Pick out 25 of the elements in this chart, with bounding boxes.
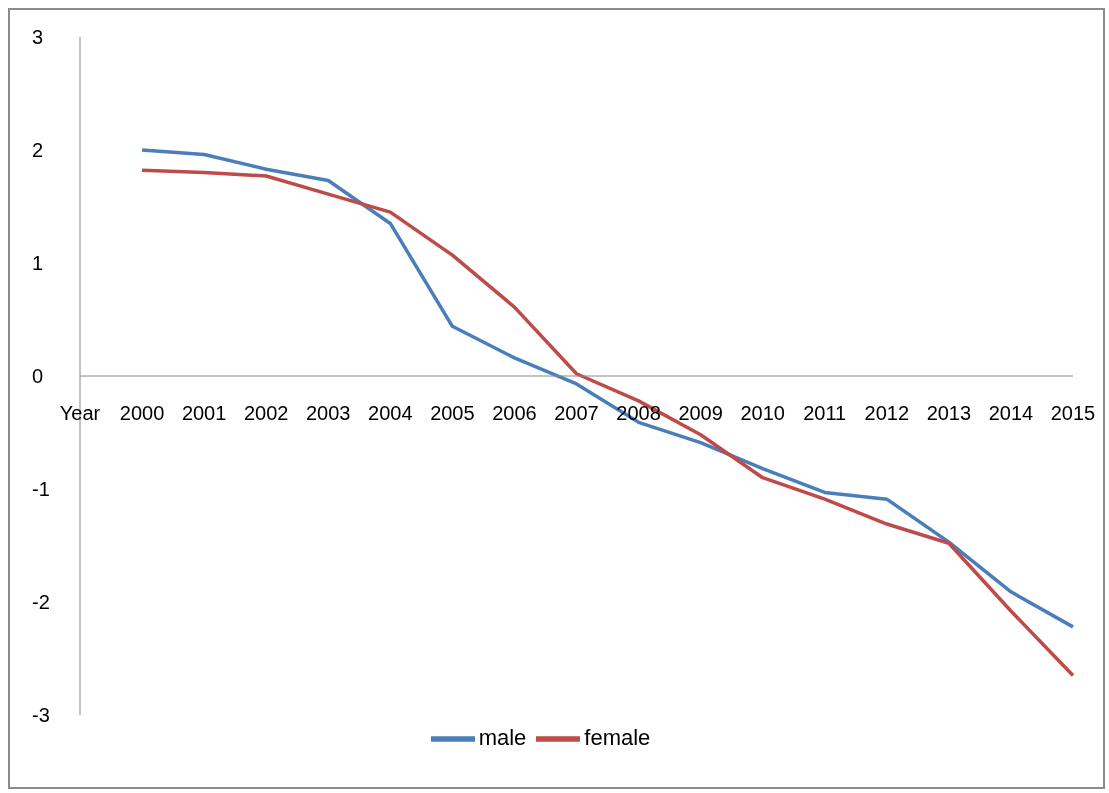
x-tick-label: Year	[59, 402, 101, 424]
x-tick-label: 2012	[864, 402, 910, 424]
x-tick-label: 2005	[430, 402, 475, 424]
y-tick-label: -3	[32, 704, 50, 727]
x-tick-label: 2000	[119, 402, 165, 424]
x-tick-label: 2007	[554, 402, 599, 424]
x-tick-label: 2002	[243, 402, 289, 424]
legend-label: male	[478, 724, 527, 750]
y-tick-label: 3	[32, 26, 44, 49]
x-tick-label: 2004	[368, 402, 413, 424]
legend-label: female	[584, 724, 651, 750]
y-tick-label: 1	[32, 252, 44, 275]
x-tick-label: 2006	[492, 402, 537, 424]
x-tick-label: 2014	[988, 402, 1034, 424]
x-tick-label: 2013	[926, 402, 972, 424]
x-tick-label: 2015	[1050, 402, 1096, 424]
x-tick-label: 2009	[678, 402, 723, 424]
x-tick-label: 2010	[740, 402, 785, 424]
y-tick-label: -2	[32, 591, 50, 614]
y-tick-label: 2	[32, 139, 44, 162]
x-tick-label: 2001	[181, 402, 227, 424]
y-tick-label: -1	[32, 478, 50, 501]
y-tick-label: 0	[32, 365, 44, 388]
x-tick-label: 2011	[803, 402, 847, 424]
x-tick-label: 2003	[306, 402, 351, 424]
